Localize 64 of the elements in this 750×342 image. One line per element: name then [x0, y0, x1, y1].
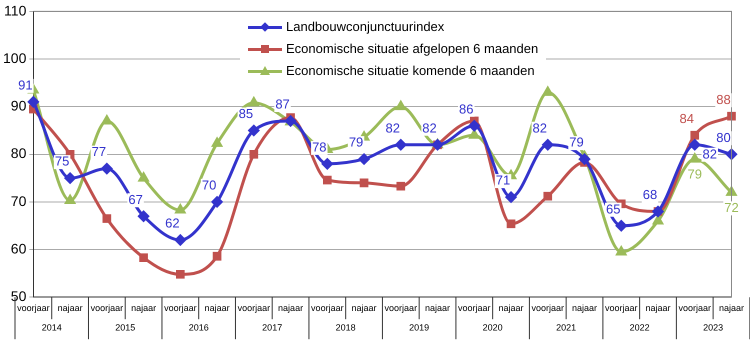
- data-label: 79: [569, 134, 584, 150]
- text: 2014: [42, 322, 62, 333]
- x-tick-label: voorjaar: [384, 303, 418, 314]
- data-label: 87: [275, 96, 290, 112]
- data-label: 78: [312, 139, 327, 154]
- data-label: 82: [386, 120, 400, 136]
- x-tick-label: voorjaar: [605, 303, 638, 314]
- data-label: 86: [459, 101, 474, 116]
- x-tick-label: najaar: [352, 303, 377, 314]
- data-label: 68: [642, 187, 658, 202]
- text: 2023: [703, 322, 724, 333]
- y-tick-label: 80: [10, 145, 27, 162]
- data-label: 79: [348, 134, 364, 150]
- data-label: 82: [532, 120, 548, 136]
- y-tick-label: 70: [10, 192, 27, 209]
- x-tick-label: najaar: [425, 303, 450, 314]
- x-tick-label: voorjaar: [90, 303, 124, 314]
- text: 2015: [115, 322, 136, 333]
- legend-label: Economische situatie komende 6 maanden: [286, 62, 535, 80]
- y-tick-label: 100: [3, 50, 27, 66]
- data-label: 70: [202, 178, 216, 193]
- x-tick-label: voorjaar: [17, 303, 50, 314]
- text: 2020: [482, 322, 503, 333]
- y-tick-label: 110: [4, 2, 27, 18]
- x-tick-label: voorjaar: [532, 303, 564, 314]
- data-label: 77: [92, 144, 106, 160]
- data-label: 71: [496, 172, 510, 188]
- text: 2021: [556, 322, 576, 333]
- text: 2022: [630, 322, 650, 333]
- text: 2018: [336, 322, 356, 333]
- legend-label: Economische situatie afgelopen 6 maanden: [286, 40, 538, 58]
- x-tick-label: najaar: [718, 303, 744, 314]
- x-tick-label: najaar: [58, 303, 83, 314]
- x-tick-label: najaar: [498, 303, 524, 314]
- data-label: 62: [165, 216, 180, 231]
- data-label: 80: [716, 130, 731, 145]
- text: 2016: [188, 322, 209, 333]
- y-tick-label: 90: [10, 98, 27, 114]
- text: 2019: [409, 322, 430, 333]
- data-label: 79: [688, 166, 702, 182]
- x-tick-label: voorjaar: [311, 303, 344, 314]
- data-label: 82: [702, 146, 717, 162]
- data-label: 91: [18, 77, 33, 92]
- x-tick-label: najaar: [278, 303, 304, 314]
- x-tick-label: voorjaar: [164, 303, 197, 314]
- data-label: 82: [422, 120, 437, 136]
- data-label: 85: [238, 106, 254, 122]
- x-tick-label: najaar: [204, 303, 230, 314]
- y-tick-label: 60: [10, 240, 27, 256]
- data-label: 75: [54, 154, 70, 169]
- data-label: 84: [680, 110, 694, 126]
- x-tick-label: najaar: [645, 303, 671, 314]
- x-tick-label: najaar: [572, 303, 598, 314]
- y-tick-label: 50: [10, 288, 27, 304]
- x-tick-label: voorjaar: [458, 303, 491, 314]
- x-tick-label: voorjaar: [678, 303, 712, 314]
- data-label: 72: [724, 200, 739, 215]
- x-tick-label: voorjaar: [238, 303, 270, 314]
- data-label: 67: [128, 192, 143, 207]
- legend-label: Landbouwconjunctuurindex: [286, 18, 444, 36]
- data-label: 88: [716, 92, 731, 107]
- x-tick-label: najaar: [131, 303, 156, 314]
- text: 2017: [262, 322, 282, 333]
- data-label: 65: [606, 201, 620, 216]
